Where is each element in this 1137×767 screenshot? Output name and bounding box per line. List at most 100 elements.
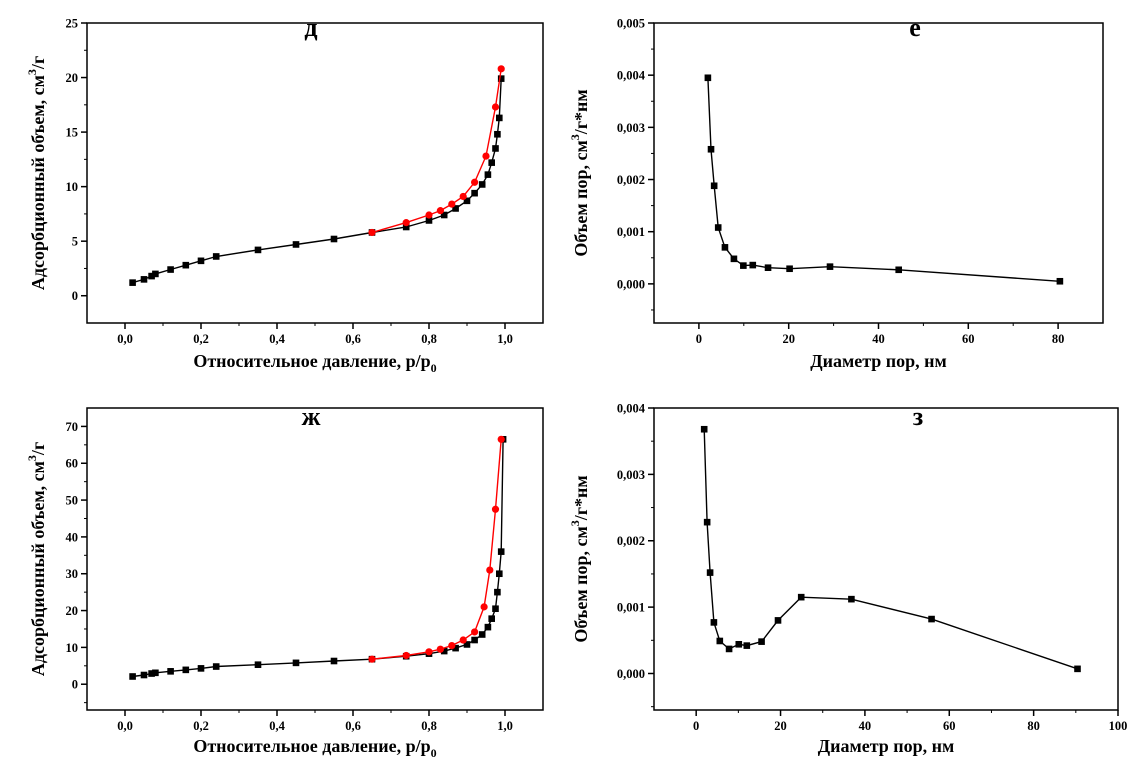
x-axis-title: Диаметр пор, нм <box>818 736 955 756</box>
x-axis-title: Относительное давление, p/p0 <box>193 736 436 760</box>
data-point <box>148 670 155 677</box>
x-tick-label: 0,4 <box>269 332 285 346</box>
y-tick-label: 0,002 <box>617 534 645 548</box>
y-tick-label: 0,001 <box>617 601 645 615</box>
data-point <box>425 648 433 656</box>
data-point <box>491 103 500 111</box>
panel-label: ж <box>302 402 321 431</box>
y-tick-label: 10 <box>66 180 79 194</box>
data-point <box>700 425 708 433</box>
data-point <box>330 657 338 665</box>
data-point <box>714 224 722 231</box>
data-point <box>129 673 136 680</box>
data-point <box>488 159 495 166</box>
y-axis-title: Адсорбционный объем, см3/г <box>25 442 48 676</box>
data-point <box>425 217 433 224</box>
data-point <box>440 211 448 219</box>
data-point <box>710 182 718 190</box>
y-tick-label: 0 <box>72 289 78 303</box>
data-point <box>330 235 338 243</box>
data-point <box>1074 665 1081 673</box>
y-tick-label: 0,003 <box>617 468 645 482</box>
panel-label: д <box>304 13 317 42</box>
plot-frame <box>86 22 544 324</box>
data-point <box>703 518 711 526</box>
series-line <box>132 439 504 678</box>
y-axis-title-superscript: 3 <box>25 69 39 75</box>
data-point <box>212 663 220 670</box>
x-tick-label: 0,0 <box>117 332 133 346</box>
data-point <box>740 262 747 269</box>
data-point <box>497 435 505 443</box>
y-axis-title-text: Объем пор, см <box>571 140 591 256</box>
data-point <box>706 569 714 576</box>
data-point <box>488 615 495 622</box>
data-point <box>436 645 444 653</box>
data-point <box>402 651 410 660</box>
chart-panel-e: 0 20 40 60 80 0,000 0,001 0,002 0,003 0,004 0,005 е… <box>568 13 1104 371</box>
data-point <box>167 266 174 273</box>
data-point <box>152 270 159 278</box>
x-tick-label: 1,0 <box>497 332 513 346</box>
y-axis-title-unit: /г*нм <box>571 475 591 521</box>
data-point <box>716 637 724 645</box>
data-point <box>402 219 410 227</box>
x-axis-title-text: Относительное давление, p/p <box>193 736 430 756</box>
data-point <box>486 566 494 574</box>
data-point <box>496 570 503 578</box>
data-point <box>212 253 220 260</box>
plot-frame <box>86 407 544 711</box>
data-point <box>463 197 471 205</box>
x-tick-label: 80 <box>1052 332 1065 346</box>
data-point <box>368 228 376 237</box>
data-point <box>478 631 486 638</box>
data-point <box>140 276 148 283</box>
data-point <box>484 171 492 178</box>
x-tick-label: 0,4 <box>269 719 285 733</box>
data-point <box>749 261 757 269</box>
y-axis-title: Объем пор, см3/г*нм <box>568 89 591 256</box>
y-axis-title-unit: /г*нм <box>571 89 591 135</box>
chart-panel-z: 0 20 40 60 80 100 0,000 0,001 0,002 0,003 0,004 з Ди… <box>568 402 1127 757</box>
y-tick-label: 0,003 <box>617 121 645 135</box>
data-point <box>448 200 456 208</box>
data-point <box>129 279 136 286</box>
y-tick-label: 0,000 <box>617 667 645 681</box>
data-point <box>786 265 793 273</box>
data-point <box>425 211 433 219</box>
data-point <box>440 647 448 655</box>
data-point <box>494 588 501 596</box>
data-point <box>152 669 159 677</box>
y-tick-label: 0,005 <box>617 17 645 31</box>
x-tick-label: 0,2 <box>193 332 209 346</box>
data-point <box>725 645 733 653</box>
x-axis-title-subscript: 0 <box>431 361 437 375</box>
series-line <box>707 77 1060 282</box>
data-point <box>452 644 459 652</box>
data-point <box>459 192 467 201</box>
data-point <box>1056 277 1064 285</box>
data-point <box>497 75 505 82</box>
data-point <box>402 223 410 231</box>
y-axis-title-text: Адсорбционный объем, см <box>28 461 48 676</box>
x-tick-label: 0,6 <box>345 719 361 733</box>
y-axis-title-unit: /г <box>28 56 48 70</box>
data-point <box>710 619 718 626</box>
x-tick-label: 40 <box>872 332 885 346</box>
data-point <box>735 640 743 648</box>
data-point <box>140 671 148 679</box>
data-point <box>826 263 834 270</box>
data-point <box>928 615 935 623</box>
x-tick-label: 0 <box>693 719 699 733</box>
data-point <box>707 145 715 153</box>
y-tick-label: 0 <box>72 678 78 692</box>
data-point <box>743 642 751 649</box>
data-point <box>721 244 729 251</box>
data-point <box>758 638 765 645</box>
data-point <box>492 145 499 152</box>
data-point <box>848 595 855 603</box>
data-point <box>492 605 499 613</box>
y-axis-title-unit: /г <box>28 442 48 456</box>
data-point <box>471 189 478 197</box>
